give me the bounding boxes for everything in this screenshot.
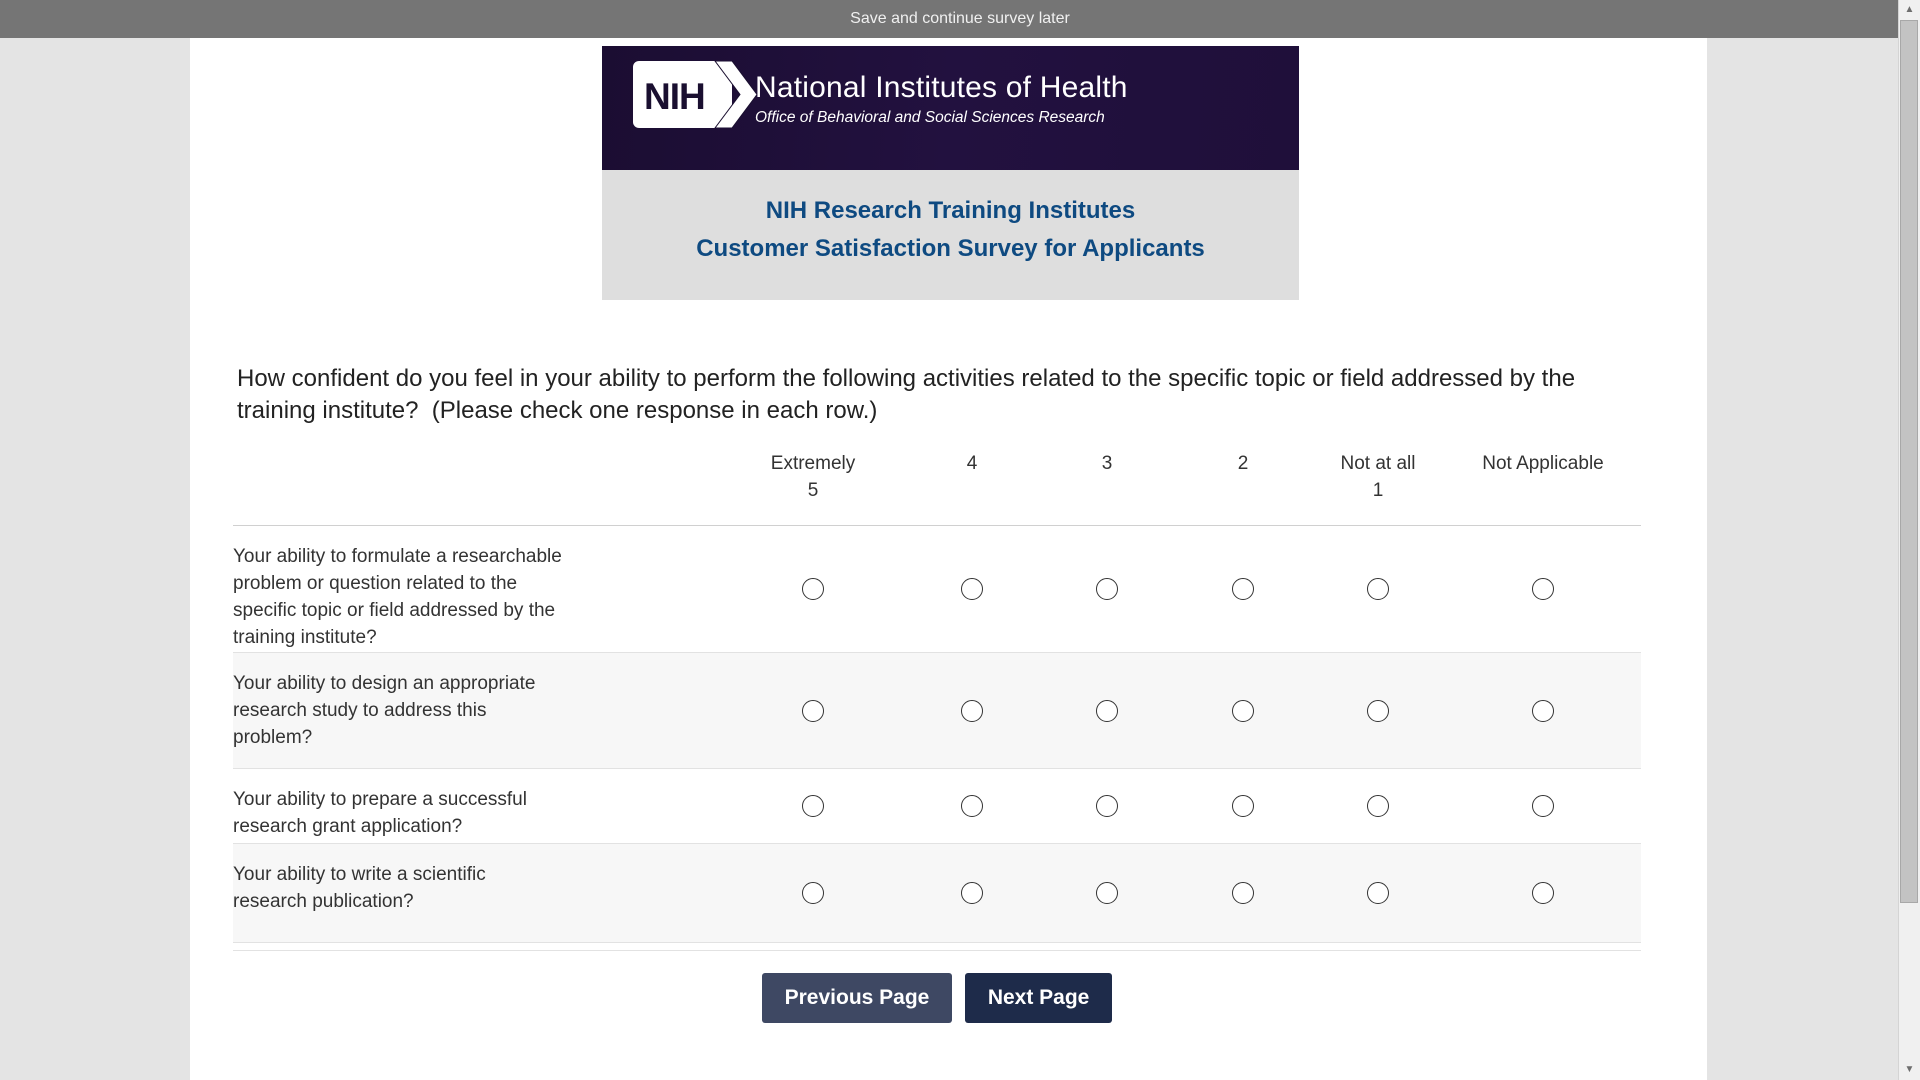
svg-text:NIH: NIH xyxy=(644,76,705,117)
